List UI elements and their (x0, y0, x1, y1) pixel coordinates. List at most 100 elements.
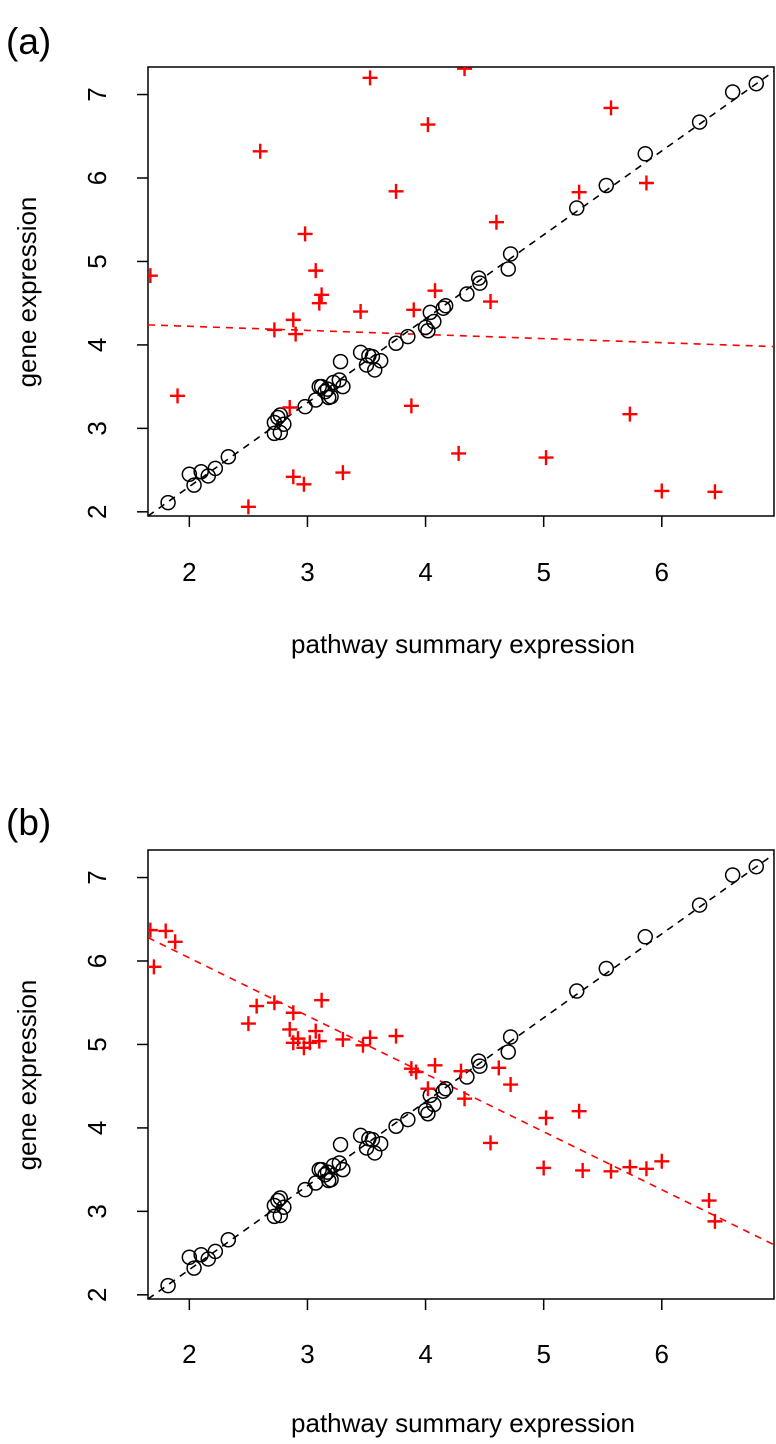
data-point-plus (297, 226, 313, 242)
data-point-plus (296, 476, 312, 492)
plot-marks (148, 67, 774, 516)
x-tick-label: 4 (418, 1339, 432, 1369)
data-point-plus (603, 100, 619, 116)
data-point-circle (500, 261, 516, 277)
data-point-circle (435, 1083, 452, 1099)
y-tick-label: 4 (82, 338, 112, 352)
data-point-circle (276, 1199, 292, 1215)
y-tick-label: 4 (82, 1121, 112, 1135)
y-axis-title: gene expression (12, 980, 42, 1171)
data-point-circle (459, 286, 475, 302)
data-point-plus (158, 923, 174, 939)
data-point-plus (252, 143, 268, 159)
data-point-circle (186, 1260, 202, 1276)
data-point-plus (308, 263, 324, 279)
data-point-circle (220, 448, 237, 465)
data-point-circle (502, 246, 519, 262)
data-point-circle (276, 416, 292, 432)
data-point-plus (571, 1103, 587, 1119)
data-point-plus (622, 1159, 638, 1175)
data-point-plus (457, 67, 473, 77)
data-point-circle (358, 357, 375, 373)
data-point-plus (335, 465, 351, 481)
data-point-plus (638, 1161, 654, 1177)
x-tick-label: 5 (536, 1339, 550, 1369)
x-axis-title: pathway summary expression (291, 629, 635, 659)
data-point-plus (335, 1031, 351, 1047)
data-point-circle (335, 1161, 351, 1178)
y-tick-label: 5 (82, 1037, 112, 1051)
data-point-plus (538, 450, 554, 466)
data-point-circle (691, 897, 708, 913)
data-point-circle (637, 929, 654, 945)
data-point-plus (240, 499, 256, 515)
panel-label: (a) (6, 21, 51, 62)
data-point-plus (148, 922, 158, 938)
data-point-circle (388, 335, 404, 351)
data-point-circle (569, 200, 585, 216)
data-point-plus (491, 1060, 507, 1076)
data-point-circle (598, 960, 615, 977)
y-tick-label: 7 (82, 87, 112, 101)
data-point-circle (181, 466, 198, 483)
y-tick-label: 6 (82, 954, 112, 968)
data-point-plus (282, 400, 298, 416)
y-tick-label: 6 (82, 171, 112, 185)
y-tick-label: 3 (82, 1204, 112, 1218)
data-point-circle (160, 494, 176, 511)
data-point-circle (297, 1181, 313, 1198)
panel-a: (a) 2 3 4 5 6 2 3 4 5 6 7 pathway summary expressi… (6, 21, 775, 659)
data-point-plus (388, 183, 404, 199)
y-tick-label: 2 (82, 505, 112, 519)
x-tick-label: 2 (182, 1339, 196, 1369)
data-point-plus (536, 1160, 552, 1176)
data-point-circle (569, 983, 585, 999)
data-point-circle (272, 407, 289, 423)
data-point-circle (691, 114, 708, 130)
data-point-plus (575, 1162, 591, 1178)
data-point-circle (332, 1136, 349, 1153)
data-point-circle (297, 398, 313, 415)
data-point-plus (285, 1005, 301, 1021)
data-point-circle (437, 297, 454, 314)
data-point-plus (285, 312, 301, 328)
data-point-circle (417, 319, 434, 336)
data-point-plus (148, 268, 158, 284)
data-point-plus (314, 992, 330, 1008)
data-point-circle (266, 1208, 283, 1225)
data-point-circle (472, 275, 488, 291)
data-point-plus (638, 175, 654, 191)
y-tick-label: 3 (82, 421, 112, 435)
data-point-circle (372, 1136, 389, 1152)
plot-frame (147, 66, 775, 517)
x-tick-label: 3 (300, 1339, 314, 1369)
data-point-circle (400, 1111, 416, 1128)
data-point-circle (500, 1044, 516, 1060)
data-point-plus (353, 304, 369, 320)
data-point-circle (724, 84, 741, 100)
data-point-circle (266, 425, 283, 442)
data-point-plus (571, 184, 587, 200)
data-point-plus (451, 445, 467, 461)
x-axis-title: pathway summary expression (291, 1408, 635, 1438)
data-point-circle (472, 1058, 488, 1074)
data-point-circle (220, 1231, 237, 1248)
plot-frame (147, 849, 775, 1300)
data-point-plus (290, 1031, 306, 1047)
data-point-plus (170, 388, 186, 404)
data-point-circle (426, 1096, 442, 1113)
axis-ticks: 2 3 4 5 6 2 3 4 5 6 7 (82, 87, 669, 587)
y-axis-title: gene expression (12, 197, 42, 388)
data-point-plus (249, 998, 265, 1014)
data-point-circle (272, 1207, 289, 1224)
data-point-plus (302, 1035, 318, 1051)
data-point-circle (470, 1053, 487, 1069)
data-point-circle (437, 1080, 454, 1097)
x-tick-label: 2 (182, 557, 196, 587)
red-fit-line (148, 936, 774, 1246)
data-point-plus (167, 934, 183, 950)
x-tick-label: 4 (418, 557, 432, 587)
data-point-circle (417, 1102, 434, 1119)
panel-label: (b) (6, 802, 51, 843)
panel-b: (b) 2 3 4 5 6 2 3 4 5 6 7 pathway summary expressi… (6, 802, 775, 1438)
